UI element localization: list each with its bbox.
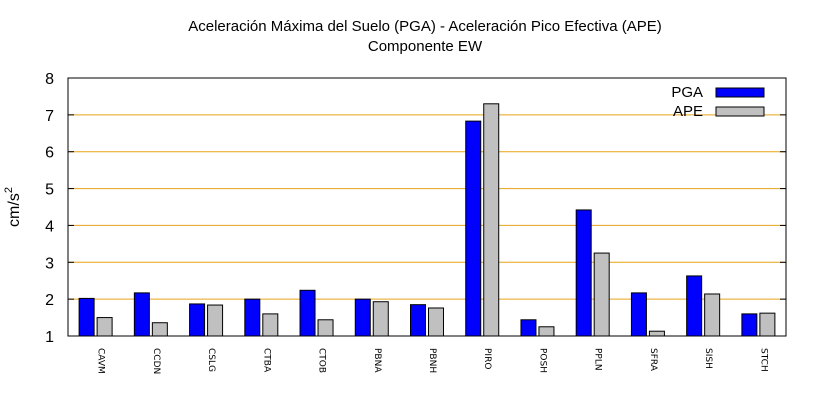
bar-ape-ctob (317, 319, 334, 337)
y-tick-label: 2 (45, 292, 54, 309)
x-category-label: SFRA (648, 348, 658, 372)
y-tick-label: 3 (45, 255, 54, 272)
y-tick-label: 7 (45, 108, 54, 125)
y-tick-label: 5 (45, 182, 54, 199)
x-category-label: CAVM (96, 348, 106, 374)
bar-ape-cavm (96, 317, 113, 337)
bar-ape-ppln (593, 252, 610, 337)
bar-pga-sish (686, 275, 703, 337)
y-tick-label: 1 (45, 329, 54, 346)
x-category-label: POSH (537, 348, 547, 373)
y-tick-label: 8 (45, 71, 54, 88)
legend-swatch (715, 106, 765, 117)
y-axis-label: cm/s2 (3, 187, 23, 227)
bar-ape-stch (759, 312, 776, 337)
bar-pga-posh (520, 319, 537, 337)
legend-label: PGA (671, 84, 703, 101)
y-tick-label: 6 (45, 145, 54, 162)
y-tick-label: 4 (45, 218, 54, 235)
bar-pga-pbna (354, 298, 371, 337)
y-axis-label-unit: cm/s (6, 193, 23, 227)
bar-pga-piro (465, 120, 482, 337)
bar-pga-ccdn (133, 292, 150, 337)
legend: PGA APE (671, 84, 765, 120)
bar-ape-ctba (262, 313, 279, 337)
bar-pga-cslg (189, 303, 206, 337)
bar-ape-piro (483, 103, 500, 337)
x-category-label: CTBA (261, 348, 271, 373)
bar-ape-pbnh (428, 307, 444, 337)
x-category-label: CTOB (317, 348, 327, 373)
chart-subtitle: Componente EW (368, 38, 483, 55)
x-category-label: SISH (703, 348, 713, 369)
bar-pga-cavm (78, 297, 95, 337)
bar-pga-ctob (299, 289, 316, 337)
grid-layer (68, 114, 786, 300)
bar-pga-pbnh (410, 304, 426, 337)
bar-ape-ccdn (151, 322, 168, 337)
x-category-label: PBNA (372, 348, 382, 373)
x-category-label: PIRO (482, 348, 492, 369)
bar-ape-posh (538, 326, 555, 337)
axes-layer (67, 77, 787, 337)
legend-swatch (715, 87, 765, 98)
bar-ape-sish (704, 293, 721, 337)
bar-ape-cslg (207, 304, 224, 337)
x-category-label: CSLG (206, 348, 216, 372)
legend-label: APE (673, 103, 703, 120)
bar-pga-ppln (575, 209, 592, 337)
plot-frame (67, 77, 787, 337)
bar-pga-stch (741, 313, 758, 337)
bars-layer (78, 103, 776, 337)
bar-ape-pbna (372, 301, 389, 337)
x-category-label: PBNH (427, 348, 437, 373)
bar-pga-sfra (630, 292, 647, 337)
bar-ape-sfra (648, 330, 665, 337)
x-category-label: STCH (758, 348, 768, 372)
y-axis-label-superscript: 2 (3, 187, 15, 193)
y-ticks-layer: 1 2 3 4 5 6 7 8 (45, 71, 786, 346)
x-categories-layer: CAVM CCDN CSLG CTBA CTOB PBNA PBNH PIRO POSH PPLN… (96, 348, 769, 374)
x-category-label: PPLN (593, 348, 603, 371)
x-category-label: CCDN (151, 348, 161, 374)
chart-title: Aceleración Máxima del Suelo (PGA) - Ace… (188, 18, 662, 35)
bar-pga-ctba (244, 298, 261, 337)
